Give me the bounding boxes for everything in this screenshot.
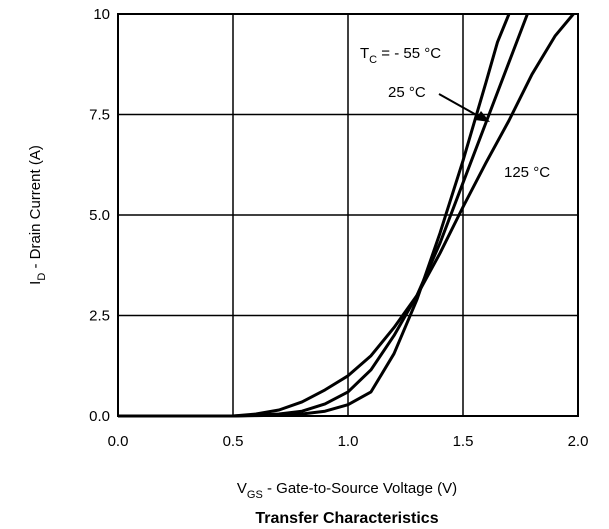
chart-title: Transfer Characteristics <box>255 510 438 527</box>
x-tick-label: 1.0 <box>338 433 359 450</box>
y-tick-label: 7.5 <box>89 107 110 124</box>
series-label-125c: 125 °C <box>504 164 550 181</box>
y-tick-label: 10 <box>93 6 110 23</box>
plot-frame <box>117 13 579 417</box>
y-axis-label: ID - Drain Current (A) <box>27 145 48 285</box>
grid-lines <box>118 14 578 416</box>
curves <box>118 13 575 418</box>
y-tick-label: 0.0 <box>89 408 110 425</box>
x-tick-label: 0.0 <box>108 433 129 450</box>
series-label-tc-minus-55: TC = - 55 °C <box>360 45 441 66</box>
series-label-25c: 25 °C <box>388 84 426 101</box>
curve-125c <box>118 13 575 418</box>
series-label-25c-arrow-line <box>438 93 481 118</box>
x-tick-label: 1.5 <box>453 433 474 450</box>
y-tick-label: 5.0 <box>89 207 110 224</box>
series-label-25c-arrowhead <box>475 111 490 122</box>
y-tick-label: 2.5 <box>89 308 110 325</box>
curve-25c <box>118 13 529 418</box>
x-tick-label: 2.0 <box>568 433 589 450</box>
tick-labels: 0.0 0.5 1.0 1.5 2.0 0.0 2.5 5.0 7.5 10 <box>89 6 588 450</box>
x-tick-label: 0.5 <box>223 433 244 450</box>
x-axis-label: VGS - Gate-to-Source Voltage (V) <box>237 480 457 501</box>
